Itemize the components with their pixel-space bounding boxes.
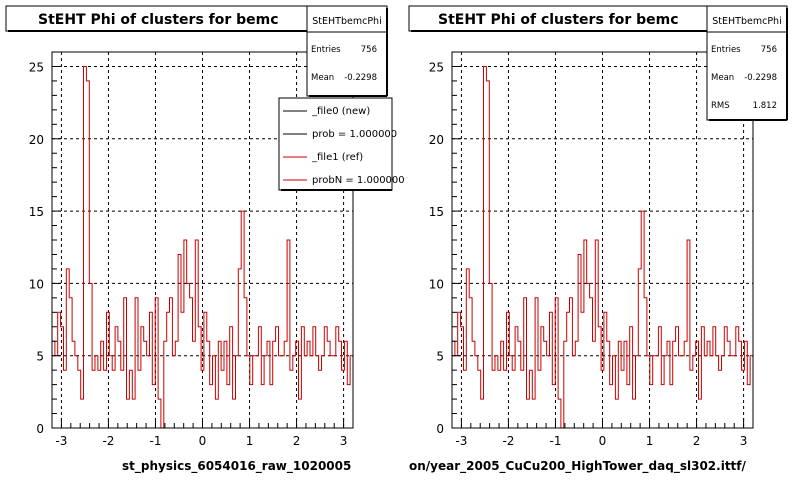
legend-label-file0: _file0 (new) [311,106,370,117]
legend-entry-file1: _file1 (ref) [283,152,363,163]
right-y-tick-label: 15 [429,205,444,219]
right-x-axis-label: on/year_2005_CuCu200_HighTower_daq_sl302… [409,459,747,474]
legend-label-probn: probN = 1.000000 [312,175,405,186]
left-stats-mean-value: -0.2298 [344,73,377,83]
left-y-tick-label: 0 [36,422,44,436]
legend-label-file1: _file1 (ref) [311,152,363,163]
left-stats-name: StEHTbemcPhi [312,16,381,27]
right-x-tick-label: 0 [599,434,607,448]
right-axes: -3 -2 -1 0 1 2 3 0 5 10 15 20 25 [429,51,754,448]
left-axes: -3 -2 -1 0 1 2 3 0 5 10 15 20 25 [29,51,354,448]
left-title-box: StEHT Phi of clusters for bemc [5,5,309,32]
right-x-tick-label: -3 [455,434,467,448]
left-x-tick-label: 2 [293,434,301,448]
left-panel: -3 -2 -1 0 1 2 3 0 5 10 15 20 25 StEHT Phi of cluste… [5,5,405,474]
left-x-tick-label: 3 [340,434,348,448]
left-x-tick-label: -1 [149,434,161,448]
left-grid [52,52,353,428]
legend-entry-prob: prob = 1.000000 [283,129,397,140]
left-x-tick-label: -2 [102,434,114,448]
right-y-tick-label: 10 [429,277,444,291]
left-y-tick-label: 15 [29,205,44,219]
right-y-tick-label: 5 [436,350,444,364]
right-panel: -3 -2 -1 0 1 2 3 0 5 10 15 20 25 StEHT Phi of cluste… [408,5,788,474]
right-stats-rms-value: 1.812 [753,101,777,111]
left-stats-entries-label: Entries [311,45,341,55]
left-legend: _file0 (new) prob = 1.000000 _file1 (ref… [278,97,405,191]
right-stats-entries-label: Entries [711,45,741,55]
left-histogram-line [52,66,353,429]
left-stats-box: StEHTbemcPhi Entries 756 Mean -0.2298 [306,5,388,97]
left-y-tick-label: 10 [29,277,44,291]
legend-entry-file0: _file0 (new) [283,106,370,117]
right-histogram-line [452,66,753,429]
left-stats-entries-value: 756 [361,45,377,55]
left-histogram [52,66,353,429]
right-stats-mean-value: -0.2298 [744,73,777,83]
left-x-tick-label: 1 [246,434,254,448]
right-stats-box: StEHTbemcPhi Entries 756 Mean -0.2298 RM… [706,5,788,121]
right-x-tick-label: 1 [646,434,654,448]
right-stats-name: StEHTbemcPhi [712,16,781,27]
right-x-tick-label: 3 [740,434,748,448]
legend-entry-probn: probN = 1.000000 [283,175,405,186]
left-x-tick-label: -3 [55,434,67,448]
right-y-tick-label: 20 [429,133,444,147]
left-x-axis-label: st_physics_6054016_raw_1020005 [122,459,351,474]
left-stats-mean-label: Mean [311,73,334,83]
right-title-box: StEHT Phi of clusters for bemc [408,5,710,32]
right-stats-rms-label: RMS [711,101,730,111]
right-stats-mean-label: Mean [711,73,734,83]
left-x-tick-label: 0 [199,434,207,448]
left-y-tick-label: 25 [29,60,44,74]
left-title: StEHT Phi of clusters for bemc [38,12,279,28]
left-y-tick-label: 20 [29,133,44,147]
right-histogram [452,66,753,429]
right-x-tick-label: 2 [693,434,701,448]
right-x-tick-label: -1 [549,434,561,448]
left-y-tick-label: 5 [36,350,44,364]
legend-label-prob: prob = 1.000000 [312,129,397,140]
right-x-tick-label: -2 [502,434,514,448]
right-title: StEHT Phi of clusters for bemc [438,12,679,28]
right-y-tick-label: 25 [429,60,444,74]
right-y-tick-label: 0 [436,422,444,436]
right-stats-entries-value: 756 [761,45,777,55]
